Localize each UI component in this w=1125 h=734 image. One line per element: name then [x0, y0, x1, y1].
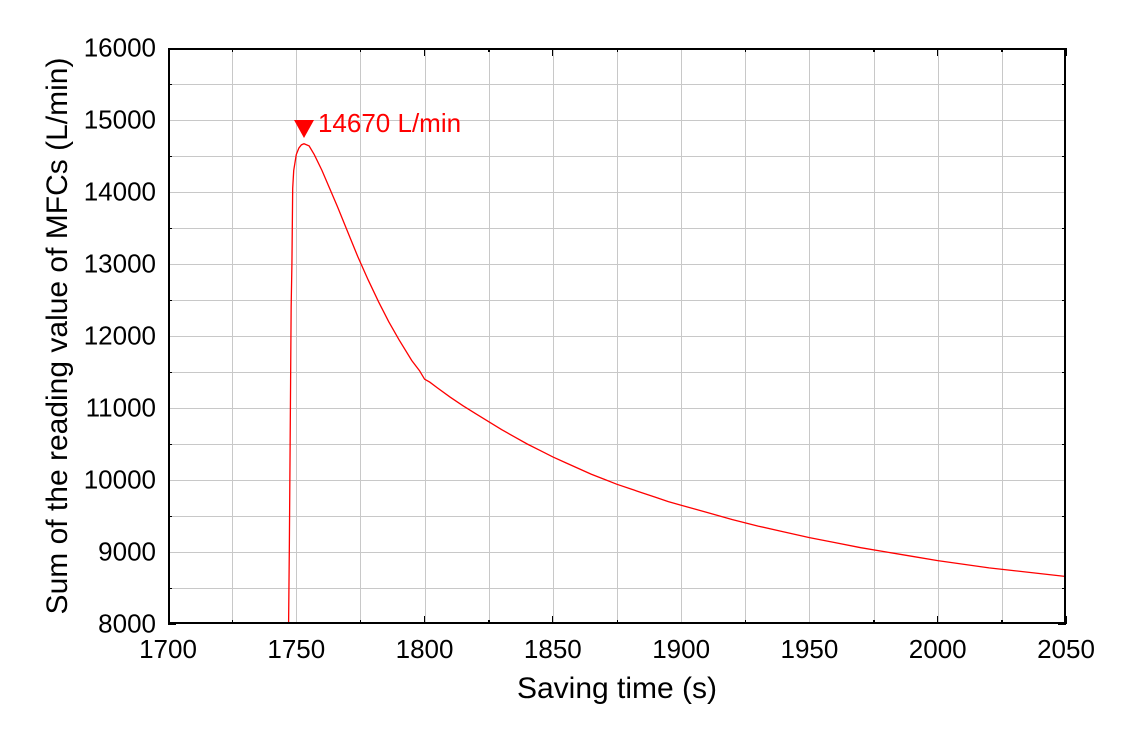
peak-annotation-label: 14670 L/min	[318, 108, 461, 139]
peak-marker-icon	[294, 120, 314, 138]
chart-container: 14670 L/min Saving time (s) Sum of the r…	[0, 0, 1125, 734]
